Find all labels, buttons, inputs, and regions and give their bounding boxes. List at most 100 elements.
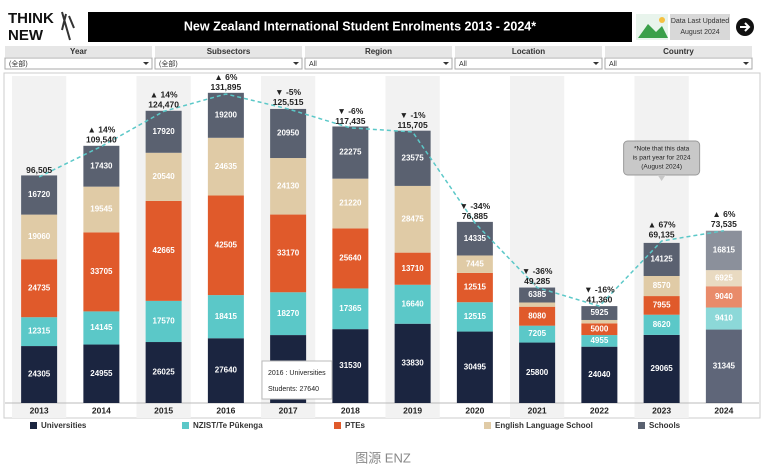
filter-header	[155, 46, 302, 57]
legend-label: PTEs	[345, 421, 366, 430]
bar-segment	[643, 242, 680, 276]
bar-segment	[83, 186, 120, 233]
bar-segment	[332, 178, 369, 229]
x-tick-label: 2022	[590, 405, 609, 415]
segment-label: 17570	[153, 317, 176, 326]
total-label: 131,895	[211, 82, 242, 92]
legend-label: Universities	[41, 421, 87, 430]
tooltip-text: 2016 : Universities	[268, 370, 326, 377]
segment-label: 24635	[215, 162, 238, 171]
logo: NEW	[8, 27, 44, 44]
segment-label: 26025	[153, 368, 176, 377]
x-tick-label: 2013	[30, 405, 49, 415]
bar-segment	[394, 130, 431, 186]
segment-label: 30495	[464, 362, 487, 371]
bar-segment	[145, 152, 182, 201]
filter-dropdown[interactable]	[154, 57, 303, 70]
change-label: ▲ 14%	[87, 125, 115, 135]
legend-swatch	[182, 422, 189, 429]
change-label: ▼ -6%	[337, 106, 363, 116]
bar-segment	[270, 158, 307, 215]
image-icon	[638, 24, 668, 38]
segment-label: 7955	[653, 301, 671, 310]
segment-label: 24130	[277, 181, 300, 190]
segment-label: 33705	[90, 267, 113, 276]
bar-segment	[145, 342, 182, 403]
segment-label: 21220	[339, 199, 362, 208]
segment-label: 12315	[28, 327, 51, 336]
segment-label: 9410	[715, 314, 733, 323]
note-pointer	[657, 175, 666, 181]
segment-label: 19200	[215, 110, 238, 119]
change-label: ▼ -5%	[275, 87, 301, 97]
note-text: (August 2024)	[641, 164, 682, 171]
tooltip	[261, 360, 333, 400]
bar-segment	[643, 334, 680, 403]
bar-segment	[456, 272, 493, 303]
segment-label: 31530	[339, 361, 362, 370]
arrow	[740, 22, 751, 32]
filter-value: (全部)	[9, 59, 28, 68]
caption: 图源 ENZ	[355, 450, 411, 465]
segment-label: 28475	[402, 214, 425, 223]
legend-swatch	[334, 422, 341, 429]
bar-segment	[207, 195, 244, 296]
bar-segment	[270, 108, 307, 159]
bar-segment	[207, 137, 244, 196]
segment-label: 14335	[464, 234, 487, 243]
segment-label: 9040	[715, 292, 733, 301]
total-label: 96,505	[26, 165, 52, 175]
bar-segment	[83, 311, 120, 345]
total-label: 124,470	[148, 100, 179, 110]
bar-segment	[83, 145, 120, 187]
segment-label: 17430	[90, 161, 113, 170]
bar-segment	[705, 286, 742, 308]
bar-segment	[270, 292, 307, 336]
x-tick-label: 2016	[216, 405, 235, 415]
fern-icon	[61, 11, 75, 41]
bar-segment	[519, 302, 556, 307]
bar-segment	[207, 295, 244, 339]
x-tick-label: 2014	[92, 405, 111, 415]
dropdown-arrow	[593, 62, 599, 65]
dropdown-arrow	[443, 62, 449, 65]
x-tick-label: 2018	[341, 405, 360, 415]
segment-label: 42665	[153, 246, 176, 255]
legend-label: Schools	[649, 421, 681, 430]
update-text: August 2024	[680, 29, 719, 36]
filter-label: Location	[512, 47, 545, 56]
legend-swatch	[484, 422, 491, 429]
total-label: 125,515	[273, 97, 304, 107]
segment-label: 29065	[651, 364, 674, 373]
bar-segment	[581, 323, 618, 336]
filter-dropdown[interactable]	[604, 57, 753, 70]
change-label: ▼ -36%	[522, 266, 553, 276]
segment-label: 6925	[715, 273, 733, 282]
title: New Zealand International Student Enrolm…	[184, 19, 536, 33]
change-label: ▲ 67%	[648, 219, 676, 229]
filter-value: (全部)	[159, 59, 178, 68]
segment-label: 17365	[339, 304, 362, 313]
filter-dropdown[interactable]	[454, 57, 603, 70]
segment-label: 18415	[215, 312, 238, 321]
bar-segment	[83, 344, 120, 403]
segment-label: 27640	[215, 366, 238, 375]
bar-segment	[705, 270, 742, 287]
bar-segment	[519, 306, 556, 326]
bar-segment	[519, 342, 556, 403]
filter-dropdown[interactable]	[4, 57, 153, 70]
filter-dropdown[interactable]	[304, 57, 453, 70]
segment-label: 25800	[526, 368, 549, 377]
bar-segment	[207, 92, 244, 138]
segment-label: 31345	[713, 361, 736, 370]
filter-value: All	[459, 61, 467, 68]
bar-segment	[643, 275, 680, 297]
bar-segment	[145, 200, 182, 301]
logo: THINK	[8, 10, 54, 27]
segment-label: 24040	[588, 370, 611, 379]
segment-label: 19060	[28, 232, 51, 241]
total-label: 109,540	[86, 135, 117, 145]
total-label: 117,435	[335, 116, 366, 126]
segment-label: 5925	[590, 308, 608, 317]
